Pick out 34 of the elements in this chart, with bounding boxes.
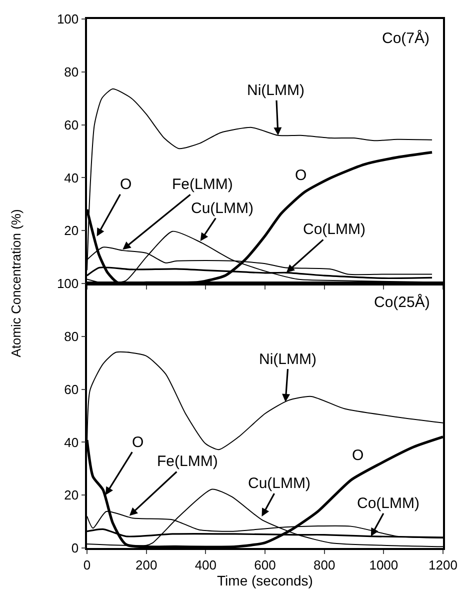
y-tick-label: 40 — [64, 434, 79, 450]
y-tick-label: 60 — [64, 382, 79, 397]
y-tick-label: 80 — [64, 64, 79, 80]
x-axis-title: Time (seconds) — [217, 572, 313, 588]
annotation: Ni(LMM) — [259, 351, 316, 368]
annotation: Co(LMM) — [303, 221, 366, 238]
annotation: O — [132, 434, 144, 451]
x-tick-label: 1000 — [369, 557, 398, 572]
x-tick-label: 400 — [194, 557, 217, 572]
y-tick-label: 100 — [56, 12, 79, 27]
y-tick-label: 20 — [64, 223, 79, 238]
annotation: Co(LMM) — [357, 495, 420, 512]
y-tick-label: 0 — [71, 540, 79, 556]
y-tick-label: 80 — [64, 328, 79, 344]
y-tick-label: 100 — [56, 276, 79, 292]
x-tick-label: 0 — [83, 557, 91, 572]
annotation: Co(25Å) — [374, 293, 430, 311]
annotation: Cu(LMM) — [191, 200, 254, 217]
annotation: O — [352, 447, 364, 464]
annotation: Fe(LMM) — [172, 176, 233, 193]
annotation: Cu(LMM) — [248, 475, 310, 492]
y-tick-label: 60 — [64, 117, 79, 132]
x-tick-label: 200 — [135, 557, 158, 572]
x-tick-label: 600 — [254, 557, 276, 572]
y-axis-title: Atomic Concentration (%) — [8, 209, 24, 358]
x-tick-label: 1200 — [428, 557, 458, 572]
annotation: O — [295, 167, 307, 184]
annotation: Fe(LMM) — [157, 453, 218, 470]
annotation: Ni(LMM) — [247, 82, 304, 99]
y-tick-label: 20 — [64, 488, 79, 503]
y-tick-label: 40 — [64, 170, 79, 186]
x-tick-label: 800 — [313, 557, 336, 572]
annotation: O — [120, 176, 132, 193]
annotation: Co(7Å) — [382, 29, 430, 47]
